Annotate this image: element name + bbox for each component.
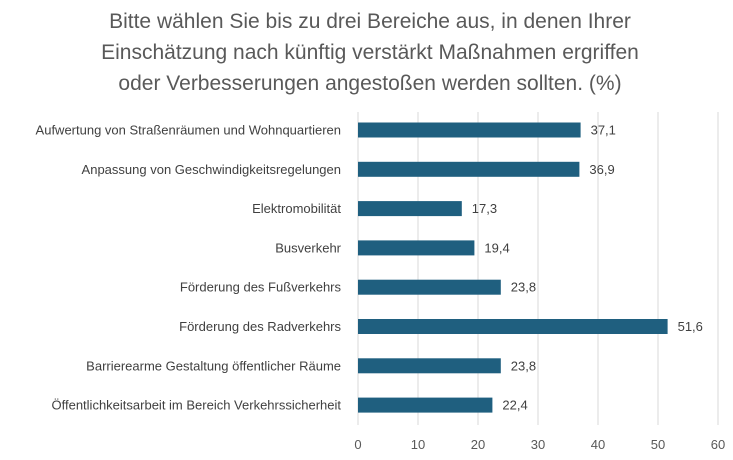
bar bbox=[358, 397, 493, 413]
data-label: 51,6 bbox=[678, 319, 703, 334]
chart-title-line-2: Einschätzung nach künftig verstärkt Maßn… bbox=[101, 41, 639, 64]
x-tick-label-30: 30 bbox=[531, 437, 545, 452]
category-label: Elektromobilität bbox=[252, 201, 341, 216]
x-tick-label-50: 50 bbox=[651, 437, 665, 452]
bar bbox=[358, 122, 581, 138]
category-label: Förderung des Radverkehrs bbox=[179, 319, 341, 334]
x-tick-label-20: 20 bbox=[471, 437, 485, 452]
data-label: 36,9 bbox=[589, 162, 614, 177]
data-label: 22,4 bbox=[502, 398, 527, 413]
data-label: 19,4 bbox=[484, 240, 509, 255]
bar bbox=[358, 319, 668, 334]
data-label: 23,8 bbox=[511, 358, 536, 373]
data-label: 23,8 bbox=[511, 280, 536, 295]
category-label: Anpassung von Geschwindigkeitsregelungen bbox=[82, 162, 341, 177]
bar bbox=[358, 161, 580, 177]
bar bbox=[358, 201, 462, 217]
bar bbox=[358, 358, 501, 374]
category-label: Barrierearme Gestaltung öffentlicher Räu… bbox=[86, 358, 341, 373]
data-label: 17,3 bbox=[472, 201, 497, 216]
bar bbox=[358, 279, 501, 295]
x-tick-label-10: 10 bbox=[411, 437, 425, 452]
category-label: Öffentlichkeitsarbeit im Bereich Verkehr… bbox=[52, 398, 342, 413]
category-label: Aufwertung von Straßenräumen und Wohnqua… bbox=[36, 123, 341, 138]
chart-title-line-1: Bitte wählen Sie bis zu drei Bereiche au… bbox=[109, 10, 631, 33]
chart-title: Bitte wählen Sie bis zu drei Bereiche au… bbox=[60, 6, 680, 99]
x-tick-label-40: 40 bbox=[591, 437, 605, 452]
bar bbox=[358, 240, 475, 256]
chart-title-line-3: oder Verbesserungen angestoßen werden so… bbox=[118, 72, 622, 95]
x-tick-label-0: 0 bbox=[354, 437, 361, 452]
x-tick-label-60: 60 bbox=[711, 437, 725, 452]
category-label: Busverkehr bbox=[275, 240, 341, 255]
data-label: 37,1 bbox=[591, 123, 616, 138]
category-label: Förderung des Fußverkehrs bbox=[180, 280, 342, 295]
